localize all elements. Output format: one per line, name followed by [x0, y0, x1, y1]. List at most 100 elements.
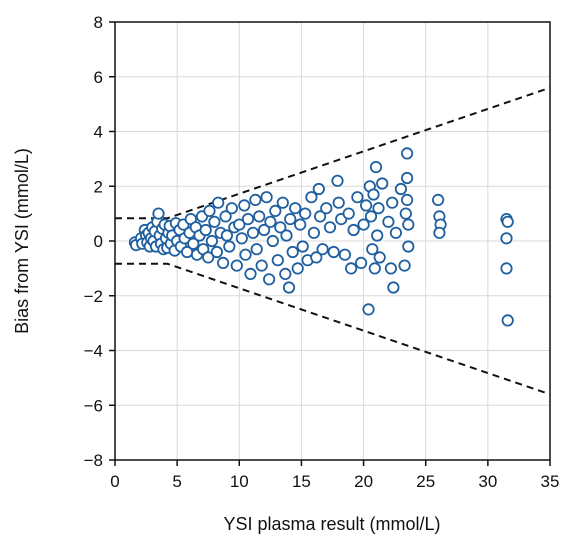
data-point — [500, 262, 513, 275]
y-axis-title: Bias from YSI (mmol/L) — [12, 148, 32, 334]
data-point — [205, 234, 218, 248]
data-point — [402, 240, 415, 253]
x-tick-label: 5 — [172, 472, 181, 491]
data-point — [400, 147, 414, 160]
data-point — [230, 259, 243, 272]
data-point — [238, 199, 251, 212]
data-point — [372, 202, 385, 215]
data-point — [246, 226, 260, 239]
data-point — [260, 191, 273, 204]
y-tick-label: 2 — [94, 177, 103, 196]
data-point — [394, 182, 407, 196]
data-point — [368, 262, 381, 275]
x-tick-label: 25 — [416, 472, 435, 491]
y-tick-label: −8 — [84, 451, 103, 470]
data-point — [357, 218, 370, 231]
data-point — [351, 191, 364, 204]
y-tick-label: 8 — [94, 13, 103, 32]
x-tick-label: 30 — [478, 472, 497, 491]
data-point — [202, 251, 215, 264]
data-point — [386, 196, 399, 209]
data-point — [402, 218, 415, 231]
data-point — [500, 232, 513, 245]
y-tick-label: −6 — [84, 396, 103, 415]
x-tick-label: 15 — [292, 472, 311, 491]
data-point — [382, 215, 395, 228]
data-point — [289, 202, 302, 215]
data-point — [299, 207, 312, 220]
data-point — [359, 199, 373, 212]
data-point — [244, 267, 257, 280]
data-point — [282, 281, 296, 294]
data-point — [217, 256, 230, 269]
data-point — [253, 210, 266, 223]
data-point — [501, 215, 514, 228]
data-point — [354, 256, 368, 269]
data-point — [280, 229, 293, 242]
data-point — [296, 240, 309, 253]
data-point — [347, 223, 360, 237]
data-point — [399, 207, 412, 220]
data-point — [250, 243, 263, 256]
data-point — [342, 207, 355, 220]
data-point — [249, 193, 262, 206]
data-point — [400, 193, 414, 206]
data-point — [235, 232, 248, 245]
data-point — [255, 259, 268, 272]
y-tick-label: 4 — [94, 123, 103, 142]
data-point — [269, 204, 282, 217]
data-point — [266, 234, 279, 248]
data-point — [152, 207, 165, 220]
data-point — [316, 243, 329, 256]
data-point — [366, 243, 379, 256]
ticks: 0 5 10 15 20 25 30 35 −8 −6 −4 −2 0 2 4 6 8 — [84, 13, 560, 491]
data-point — [223, 240, 236, 253]
data-point — [313, 210, 327, 223]
data-point — [387, 281, 400, 294]
data-point — [310, 251, 323, 264]
data-point — [332, 196, 345, 209]
data-point — [433, 226, 446, 239]
data-point — [364, 210, 378, 223]
upper-limit-line — [115, 86, 551, 220]
data-point — [239, 248, 252, 261]
data-point — [203, 204, 216, 217]
data-point — [307, 226, 320, 239]
data-point — [276, 196, 289, 209]
data-point — [279, 267, 292, 280]
data-point — [389, 226, 402, 239]
data-point — [400, 171, 414, 185]
data-point — [208, 215, 221, 228]
lower-limit-line — [115, 262, 551, 396]
data-point — [384, 262, 397, 275]
data-point — [241, 213, 255, 226]
x-tick-label: 10 — [230, 472, 249, 491]
data-point — [501, 314, 514, 327]
data-point — [233, 218, 246, 231]
x-axis-title: YSI plasma result (mmol/L) — [223, 514, 440, 534]
data-point — [291, 262, 304, 275]
data-point — [376, 177, 389, 190]
data-point — [294, 218, 307, 231]
data-point — [327, 245, 340, 259]
y-tick-label: −4 — [84, 342, 103, 361]
data-point — [225, 202, 238, 215]
data-point — [284, 213, 297, 226]
data-point — [398, 259, 411, 272]
x-tick-label: 35 — [541, 472, 560, 491]
data-point — [320, 202, 333, 215]
data-point — [257, 223, 271, 237]
data-point — [286, 245, 299, 259]
gridlines — [115, 22, 550, 460]
data-point — [262, 273, 276, 286]
limit-lines — [115, 86, 551, 396]
data-point — [199, 223, 212, 237]
data-point — [264, 215, 277, 228]
data-point — [323, 221, 337, 234]
data-point — [187, 237, 200, 250]
y-tick-label: 6 — [94, 68, 103, 87]
data-point — [431, 193, 445, 206]
data-point — [212, 196, 225, 209]
x-tick-label: 0 — [110, 472, 119, 491]
